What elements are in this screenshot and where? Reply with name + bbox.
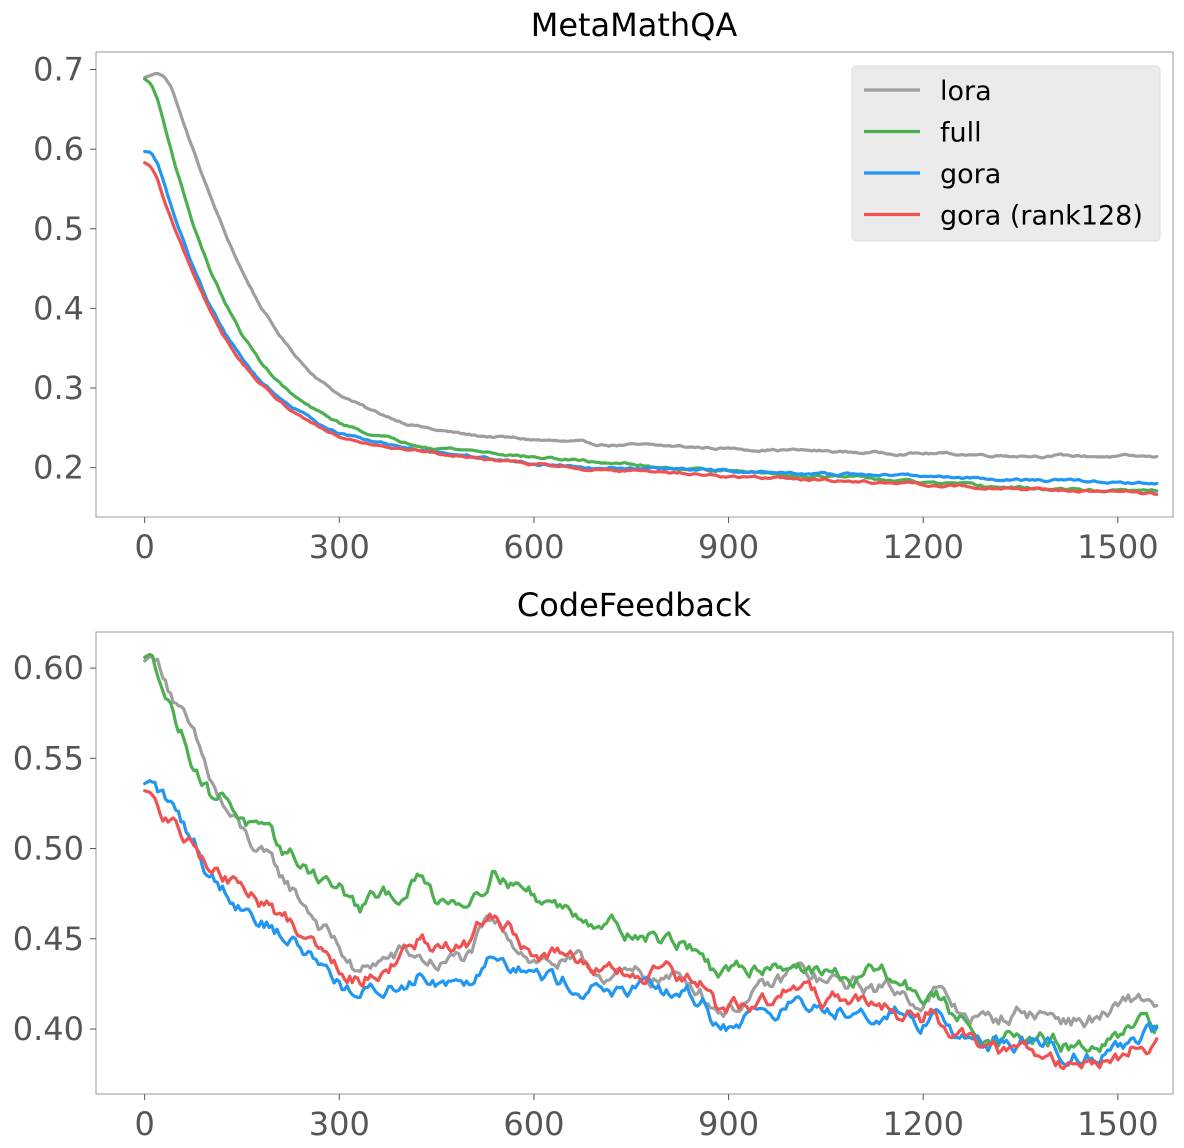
y-tick-label: 0.50 (13, 830, 84, 868)
y-tick-label: 0.45 (13, 920, 84, 958)
x-tick-label: 900 (698, 1105, 759, 1143)
y-tick-label: 0.6 (33, 130, 84, 168)
x-tick-label: 900 (698, 528, 759, 566)
series-line-gora (143, 779, 1159, 1068)
chart-title: MetaMathQA (531, 6, 738, 44)
x-tick-label: 300 (309, 528, 370, 566)
x-tick-label: 600 (503, 1105, 564, 1143)
plot-area-frame (95, 631, 1174, 1095)
x-tick-label: 0 (134, 1105, 154, 1143)
y-tick-label: 0.2 (33, 449, 84, 487)
x-tick-label: 1500 (1077, 528, 1158, 566)
x-tick-label: 1200 (882, 1105, 963, 1143)
legend-box (851, 65, 1161, 242)
y-tick-label: 0.4 (33, 289, 84, 327)
series-line-gora-rank128 (143, 789, 1159, 1071)
chart-title: CodeFeedback (517, 586, 752, 624)
x-tick-label: 1500 (1077, 1105, 1158, 1143)
x-tick-label: 0 (134, 528, 154, 566)
legend: lora full gora gora (rank128) (851, 65, 1161, 242)
x-tick-label: 600 (503, 528, 564, 566)
series-line-full (143, 652, 1159, 1054)
x-tick-label: 1200 (882, 528, 963, 566)
legend-label: gora (940, 159, 1001, 190)
y-tick-label: 0.7 (33, 51, 84, 89)
y-tick-label: 0.40 (13, 1010, 84, 1048)
chart-metamathqa: MetaMathQA 0 300 600 900 1200 1500 0.2 0.3 0.4 0.… (33, 6, 1174, 566)
series-line-gora-rank128 (143, 161, 1159, 496)
legend-label: full (940, 118, 982, 149)
chart-codefeedback: CodeFeedback 0 300 600 900 1200 1500 0.40 0.45 0… (13, 586, 1174, 1143)
x-tick-label: 300 (309, 1105, 370, 1143)
series-line-gora (143, 149, 1159, 486)
series-line-lora (143, 71, 1159, 460)
plot-area-frame (95, 51, 1174, 518)
y-tick-label: 0.55 (13, 739, 84, 777)
y-tick-label: 0.60 (13, 649, 84, 687)
y-tick-label: 0.3 (33, 369, 84, 407)
series-line-lora (143, 654, 1159, 1029)
legend-label: lora (940, 76, 992, 107)
y-tick-label: 0.5 (33, 210, 84, 248)
legend-label: gora (rank128) (940, 201, 1143, 232)
